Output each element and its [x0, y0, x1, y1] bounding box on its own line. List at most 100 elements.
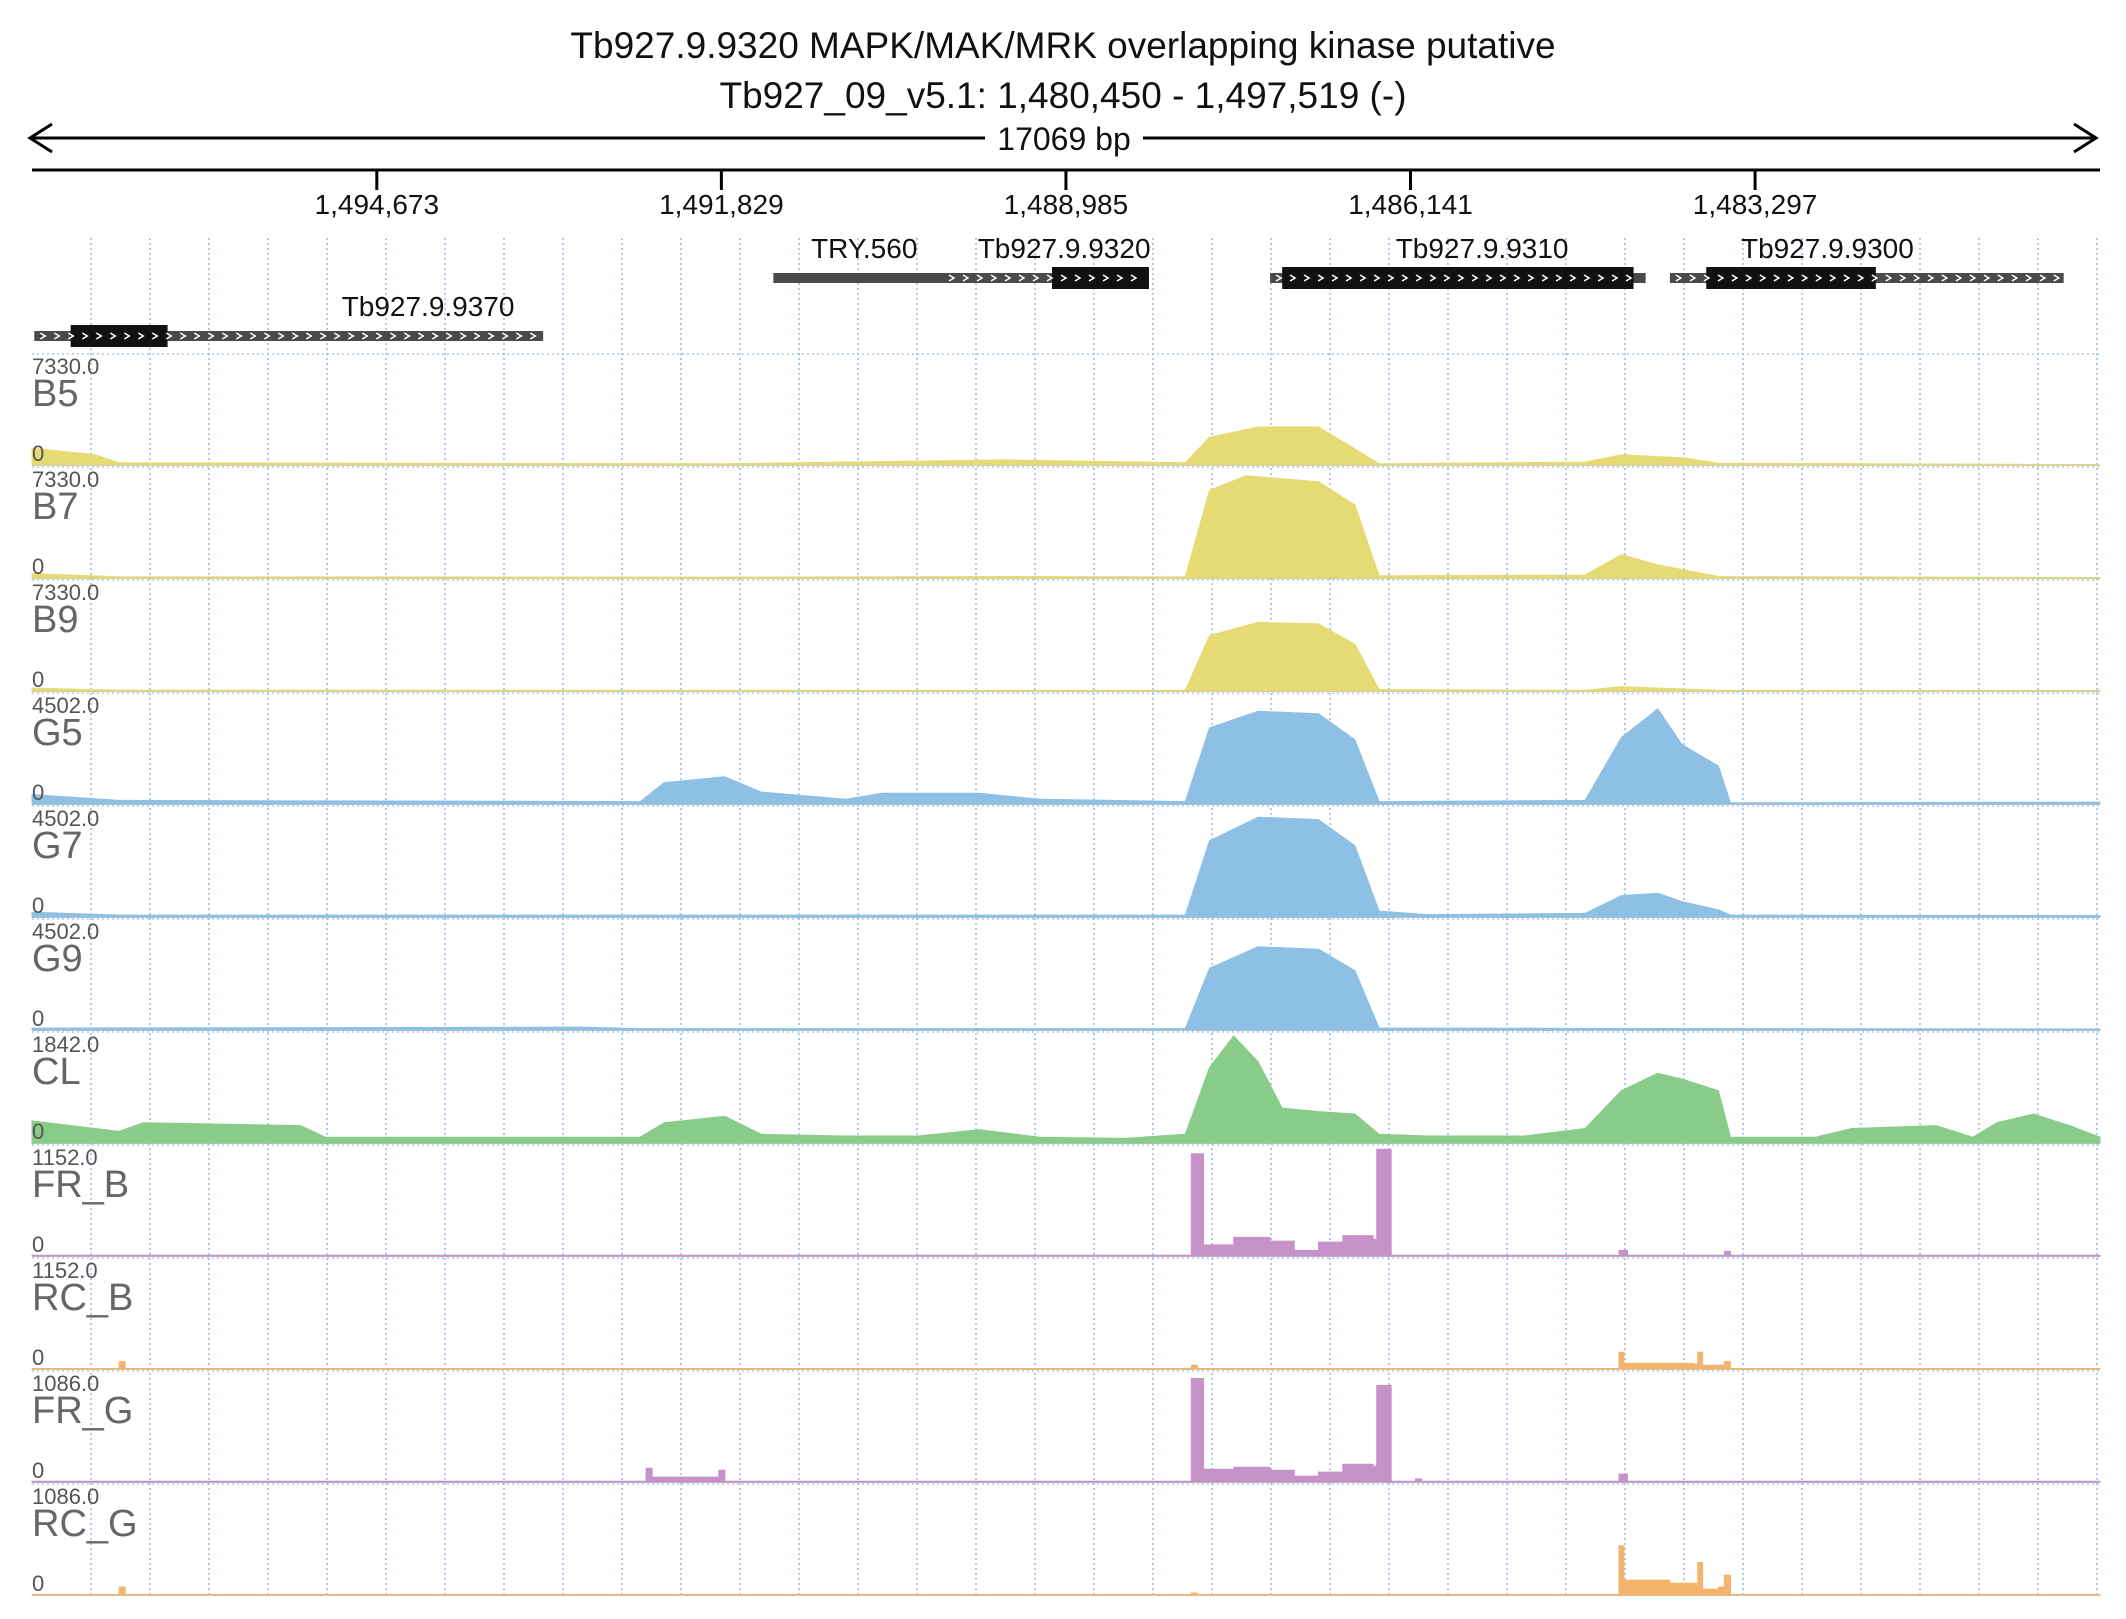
strand-arrow-icon: [1387, 274, 1395, 282]
track-max-label: 1086.0: [32, 1484, 99, 1509]
strand-arrow-icon: [1088, 274, 1096, 282]
gene-body: [773, 273, 950, 283]
strand-arrow-icon: [1611, 274, 1619, 282]
strand-arrow-icon: [1885, 274, 1893, 282]
strand-arrow-icon: [948, 274, 956, 282]
utr-body: [942, 273, 1149, 283]
strand-arrow-icon: [1955, 274, 1963, 282]
strand-arrow-icon: [263, 332, 271, 340]
cds-body: [70, 325, 168, 347]
strand-arrow-icon: [249, 332, 257, 340]
strand-arrow-icon: [1773, 274, 1781, 282]
track-max-label: 4502.0: [32, 919, 99, 944]
strand-arrow-icon: [277, 332, 285, 340]
gene-label: Tb927.9.9300: [1741, 233, 1914, 264]
strand-arrow-icon: [1913, 274, 1921, 282]
strand-arrow-icon: [1303, 274, 1311, 282]
strand-arrow-icon: [1415, 274, 1423, 282]
track-name: G5: [32, 712, 83, 754]
track-fr-b: 1152.0FR_B 0: [31, 1144, 2101, 1257]
strand-arrow-icon: [403, 332, 411, 340]
track-name: CL: [32, 1051, 81, 1093]
cds-body: [1282, 267, 1634, 289]
strand-arrow-icon: [1731, 274, 1739, 282]
track-min-label: 0: [32, 780, 44, 805]
strand-arrow-icon: [361, 332, 369, 340]
strand-arrow-icon: [1983, 274, 1991, 282]
grid-lines: [90, 238, 2098, 1598]
track-name: G7: [32, 825, 83, 867]
strand-arrow-icon: [1941, 274, 1949, 282]
track-min-label: 0: [32, 893, 44, 918]
utr-body: [34, 331, 544, 341]
strand-arrow-icon: [976, 274, 984, 282]
coverage-area: [31, 1351, 2101, 1370]
strand-arrow-icon: [1597, 274, 1605, 282]
strand-arrow-icon: [123, 332, 131, 340]
gene-label: Tb927.9.9320: [978, 233, 1151, 264]
strand-arrow-icon: [1102, 274, 1110, 282]
strand-arrow-icon: [1871, 274, 1879, 282]
strand-arrow-icon: [529, 332, 537, 340]
track-fr-g: 1086.0FR_G 0: [31, 1370, 2101, 1483]
track-max-label: 7330.0: [32, 467, 99, 492]
strand-arrow-icon: [1018, 274, 1026, 282]
strand-arrow-icon: [39, 332, 47, 340]
strand-arrow-icon: [1801, 274, 1809, 282]
strand-arrow-icon: [207, 332, 215, 340]
strand-arrow-icon: [1829, 274, 1837, 282]
coverage-area: [31, 946, 2101, 1031]
track-name: FR_B: [32, 1164, 129, 1206]
strand-arrow-icon: [1373, 274, 1381, 282]
track-min-label: 0: [32, 1006, 44, 1031]
span-ruler: 17069 bp: [27, 121, 2099, 157]
track-name: B9: [32, 599, 78, 641]
track-max-label: 7330.0: [32, 354, 99, 379]
strand-arrow-icon: [990, 274, 998, 282]
strand-arrow-icon: [1401, 274, 1409, 282]
track-rc-g: 1086.0RC_G 0: [31, 1483, 2101, 1596]
strand-arrow-icon: [487, 332, 495, 340]
strand-arrow-icon: [67, 332, 75, 340]
track-min-label: 0: [32, 1232, 44, 1257]
track-name: RC_G: [32, 1503, 138, 1545]
strand-arrow-icon: [1429, 274, 1437, 282]
strand-arrow-icon: [2011, 274, 2019, 282]
gene-feature: TRY.560: [773, 233, 950, 283]
strand-arrow-icon: [1060, 274, 1068, 282]
span-arrow-right-icon: [2073, 122, 2099, 154]
coverage-tracks: 7330.0B507330.0B707330.0B904502.0G504502…: [31, 353, 2101, 1596]
strand-arrow-icon: [473, 332, 481, 340]
tick-label: 1,491,829: [659, 189, 784, 220]
strand-arrow-icon: [1583, 274, 1591, 282]
coverage-area: [31, 1378, 2101, 1483]
position-axis: 1,494,673 1,491,829 1,488,985 1,486,141 1,48…: [315, 170, 1817, 220]
strand-arrow-icon: [1443, 274, 1451, 282]
track-b9: 7330.0B9 0: [31, 579, 2101, 692]
strand-arrow-icon: [1759, 274, 1767, 282]
gene-feature: Tb927.9.9310: [1270, 233, 1646, 289]
track-name: G9: [32, 938, 83, 980]
track-max-label: 4502.0: [32, 806, 99, 831]
strand-arrow-icon: [1969, 274, 1977, 282]
strand-arrow-icon: [1815, 274, 1823, 282]
strand-arrow-icon: [389, 332, 397, 340]
track-max-label: 7330.0: [32, 580, 99, 605]
strand-arrow-icon: [445, 332, 453, 340]
strand-arrow-icon: [151, 332, 159, 340]
strand-arrow-icon: [305, 332, 313, 340]
strand-arrow-icon: [1857, 274, 1865, 282]
track-min-label: 0: [32, 1571, 44, 1596]
strand-arrow-icon: [1569, 274, 1577, 282]
span-arrow-left-icon: [27, 122, 53, 154]
strand-arrow-icon: [1359, 274, 1367, 282]
strand-arrow-icon: [1527, 274, 1535, 282]
track-max-label: 4502.0: [32, 693, 99, 718]
strand-arrow-icon: [1130, 274, 1138, 282]
track-g7: 4502.0G7 0: [31, 805, 2101, 918]
strand-arrow-icon: [1997, 274, 2005, 282]
coverage-area: [31, 816, 2101, 918]
span-label: 17069 bp: [997, 121, 1130, 157]
strand-arrow-icon: [1331, 274, 1339, 282]
